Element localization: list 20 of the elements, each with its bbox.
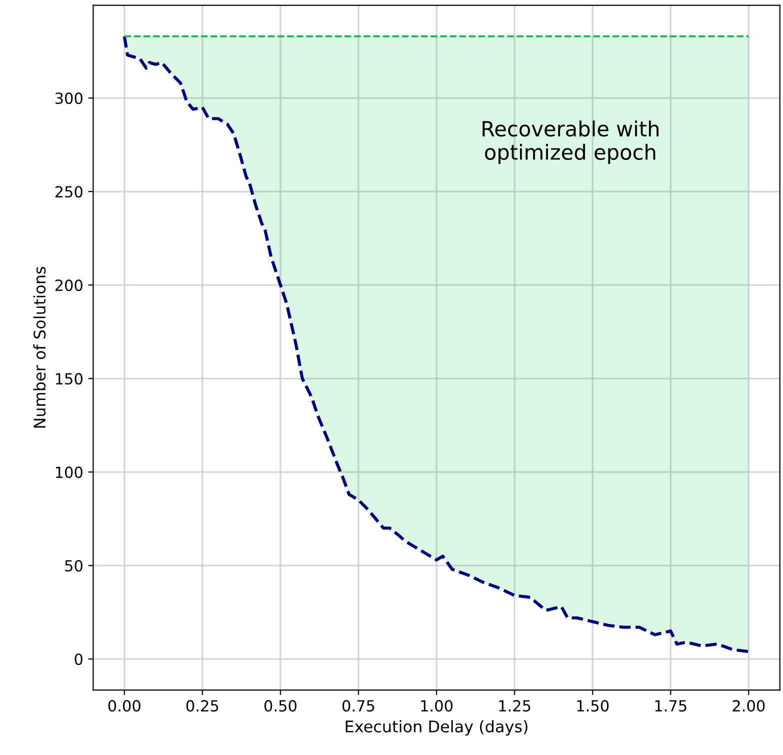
y-tick-label: 0	[74, 653, 82, 666]
x-axis-title: Execution Delay (days)	[346, 720, 528, 736]
line-series	[122, 34, 750, 654]
x-tick-label: 0.25	[186, 700, 218, 712]
x-tick-label: 1.25	[499, 700, 530, 712]
x-tick-label: 0.75	[342, 700, 374, 712]
annotation: Recoverable with optimized epoch	[482, 120, 658, 164]
y-tick-label: 250	[55, 186, 82, 198]
y-axis-title: Number of Solutions	[33, 266, 46, 428]
x-tick-label: 1.00	[421, 700, 453, 712]
x-tick-label: 1.75	[655, 700, 686, 712]
x-tick-label: 0.00	[108, 700, 140, 712]
y-tick-label: 100	[56, 466, 82, 478]
x-tick-label: 2.00	[732, 700, 765, 712]
x-tick-label: 0.50	[264, 700, 296, 712]
y-tick-label: 50	[65, 560, 82, 572]
y-tick-label: 200	[55, 280, 82, 292]
y-tick-label: 150	[56, 373, 82, 385]
x-tick-label: 1.50	[577, 700, 609, 712]
y-tick-label: 300	[55, 92, 82, 104]
